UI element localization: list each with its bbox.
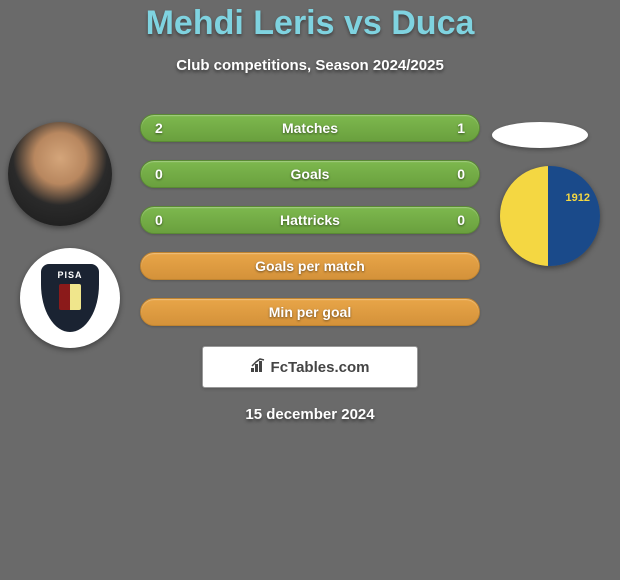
stat-label: Matches <box>175 120 445 136</box>
club-left-label: PISA <box>57 270 82 280</box>
subtitle: Club competitions, Season 2024/2025 <box>0 57 620 74</box>
stat-row-matches: 2 Matches 1 <box>140 114 480 142</box>
stat-row-hattricks: 0 Hattricks 0 <box>140 206 480 234</box>
player2-avatar <box>492 122 588 148</box>
player2-club-badge: 1912 <box>500 166 600 266</box>
date-label: 15 december 2024 <box>0 406 620 423</box>
stat-label: Goals <box>175 166 445 182</box>
stat-row-goals: 0 Goals 0 <box>140 160 480 188</box>
pisa-shield-inner-icon <box>59 284 81 310</box>
main-container: Mehdi Leris vs Duca Club competitions, S… <box>0 0 620 423</box>
watermark-label: FcTables.com <box>271 359 370 376</box>
stat-left-value: 0 <box>155 212 175 228</box>
watermark-box: FcTables.com <box>202 346 418 388</box>
stat-label: Goals per match <box>155 258 465 274</box>
stat-right-value: 0 <box>445 166 465 182</box>
stat-left-value: 2 <box>155 120 175 136</box>
stat-label: Min per goal <box>155 304 465 320</box>
stat-label: Hattricks <box>175 212 445 228</box>
stat-row-min-per-goal: Min per goal <box>140 298 480 326</box>
stat-row-goals-per-match: Goals per match <box>140 252 480 280</box>
stat-right-value: 1 <box>445 120 465 136</box>
stat-rows: 2 Matches 1 0 Goals 0 0 Hattricks 0 Goal… <box>140 114 480 326</box>
player1-club-badge: PISA <box>20 248 120 348</box>
stat-left-value: 0 <box>155 166 175 182</box>
chart-icon <box>251 358 269 376</box>
player1-avatar <box>8 122 112 226</box>
pisa-shield-icon: PISA <box>41 264 99 332</box>
page-title: Mehdi Leris vs Duca <box>0 4 620 43</box>
club-right-year: 1912 <box>566 192 590 204</box>
stat-right-value: 0 <box>445 212 465 228</box>
stats-area: PISA 1912 2 Matches 1 0 Goals 0 0 Hattri… <box>0 114 620 423</box>
